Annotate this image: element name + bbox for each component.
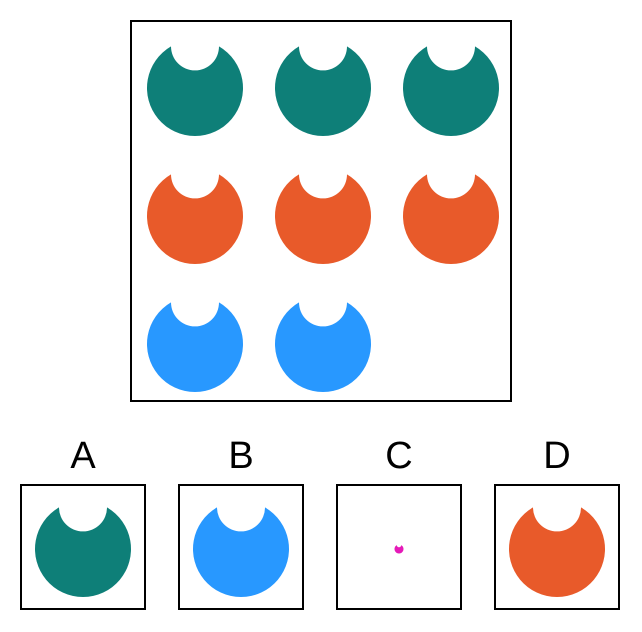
option-label-a: A [70, 435, 96, 477]
option-label-b: B [228, 435, 254, 477]
option-c-shape [394, 545, 404, 554]
grid-shape-r2c1 [147, 174, 243, 264]
grid-shape-r1c3 [403, 46, 500, 136]
option-b-canvas [193, 507, 289, 597]
grid-shape-r1c2 [275, 46, 372, 136]
option-b[interactable] [178, 484, 304, 610]
option-a-shape [35, 507, 131, 597]
grid-shape-r3c2 [275, 302, 372, 392]
grid-shape-r3c1 [147, 302, 243, 392]
option-d-shape [509, 507, 605, 597]
option-c-canvas [394, 545, 404, 554]
puzzle-grid [130, 20, 512, 402]
option-label-d: D [543, 435, 571, 477]
grid-shape-r2c3 [403, 174, 500, 264]
grid-shape-r2c2 [275, 174, 372, 264]
option-d[interactable] [494, 484, 620, 610]
option-b-shape [193, 507, 289, 597]
puzzle-grid-canvas [147, 46, 500, 392]
grid-shape-r1c1 [147, 46, 243, 136]
option-label-c: C [385, 435, 413, 477]
option-d-canvas [509, 507, 605, 597]
option-c[interactable] [336, 484, 462, 610]
option-a-canvas [35, 507, 131, 597]
option-a[interactable] [20, 484, 146, 610]
